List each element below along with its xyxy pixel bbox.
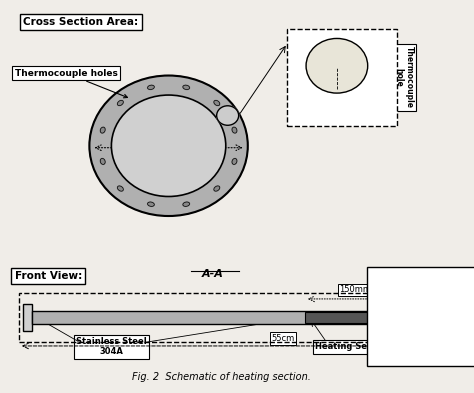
FancyBboxPatch shape: [32, 310, 406, 324]
Text: Heating Section: Heating Section: [316, 342, 392, 351]
Circle shape: [90, 75, 248, 216]
Text: A-A: A-A: [201, 269, 224, 279]
Ellipse shape: [100, 158, 105, 164]
Ellipse shape: [183, 202, 190, 206]
Circle shape: [306, 39, 368, 93]
Ellipse shape: [147, 85, 155, 90]
Text: Diameter=2mm: Diameter=2mm: [303, 90, 371, 99]
Text: Stainless Steel
304A: Stainless Steel 304A: [76, 337, 147, 356]
Ellipse shape: [214, 186, 220, 191]
FancyBboxPatch shape: [23, 304, 32, 331]
Circle shape: [111, 95, 226, 196]
Ellipse shape: [183, 85, 190, 90]
Text: Thermocouple
hole: Thermocouple hole: [394, 46, 414, 108]
Text: Depth=160mm: Depth=160mm: [305, 110, 369, 119]
Ellipse shape: [232, 127, 237, 133]
Text: Fig. 2  Schematic of heating section.: Fig. 2 Schematic of heating section.: [132, 372, 311, 382]
FancyBboxPatch shape: [305, 312, 404, 323]
Circle shape: [217, 106, 238, 125]
Ellipse shape: [100, 127, 105, 133]
Text: A-A: A-A: [418, 309, 427, 324]
Ellipse shape: [118, 186, 123, 191]
Text: I.D=11mm: I.D=11mm: [155, 145, 200, 154]
FancyBboxPatch shape: [366, 267, 474, 366]
Text: Cross Section Area:: Cross Section Area:: [23, 17, 138, 27]
Text: 55cm: 55cm: [271, 334, 295, 343]
Ellipse shape: [214, 100, 220, 106]
Text: 150mm: 150mm: [339, 285, 372, 294]
Text: Thermocouple holes: Thermocouple holes: [15, 68, 128, 98]
FancyBboxPatch shape: [287, 29, 397, 126]
Ellipse shape: [147, 202, 155, 206]
Text: Front View:: Front View:: [15, 271, 82, 281]
Ellipse shape: [118, 100, 123, 106]
Ellipse shape: [232, 158, 237, 164]
Text: O.D=21mm: O.D=21mm: [153, 133, 202, 142]
